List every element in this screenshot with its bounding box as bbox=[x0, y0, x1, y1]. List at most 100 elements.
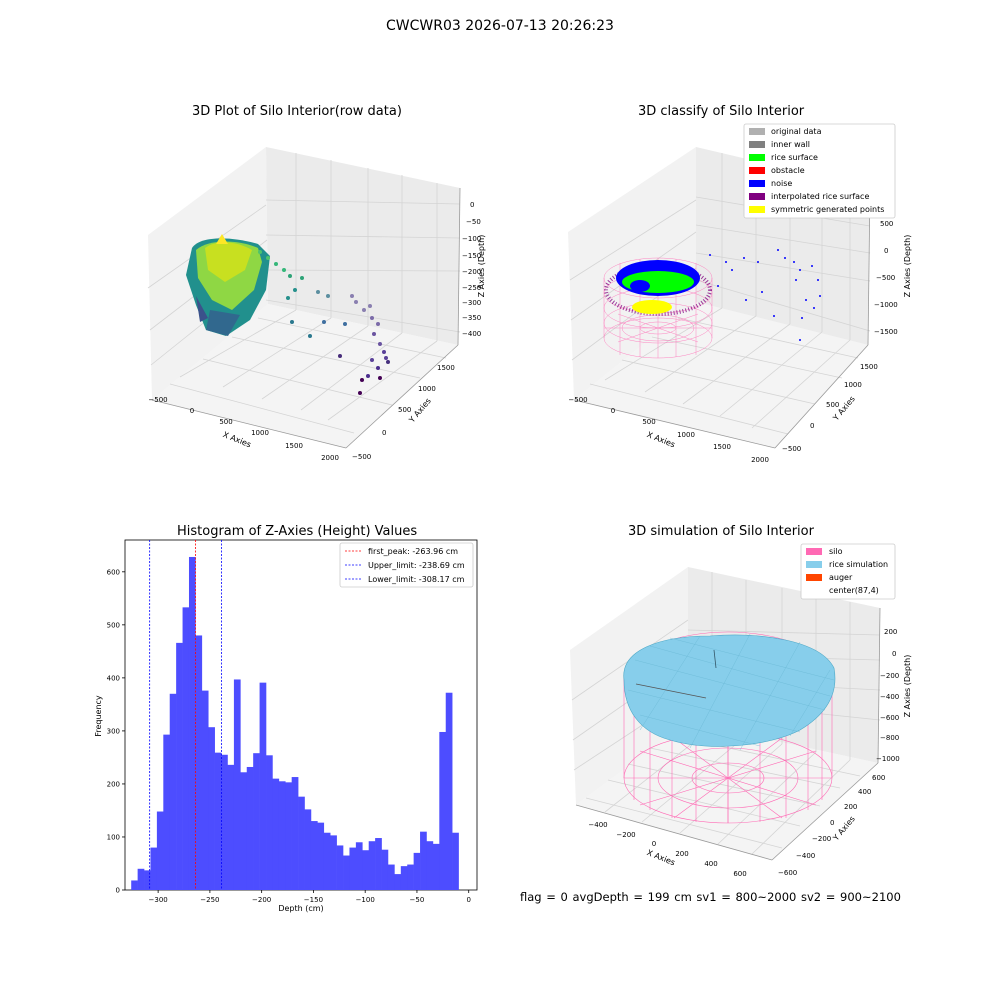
plot4-xtick: −200 bbox=[616, 831, 635, 839]
y-tick-label: 0 bbox=[116, 887, 120, 895]
plot2-zlabel: Z Axies (Depth) bbox=[903, 235, 912, 298]
plot4-xtick: 200 bbox=[675, 850, 688, 858]
plot2-xtick: 2000 bbox=[751, 456, 769, 464]
plot1-xtick: 1500 bbox=[285, 442, 303, 450]
plot2-ztick: −1000 bbox=[874, 301, 898, 309]
legend-label-inner-wall: inner wall bbox=[771, 140, 810, 149]
y-tick-label: 300 bbox=[107, 727, 120, 735]
legend-label-rice-surface: rice surface bbox=[771, 153, 818, 162]
x-tick-label: 0 bbox=[466, 896, 470, 904]
plot2-legend: original data inner wall rice surface ob… bbox=[743, 123, 896, 219]
histogram-bar bbox=[445, 692, 453, 890]
plot4-xtick: −400 bbox=[588, 821, 607, 829]
plot1-xtick: 2000 bbox=[321, 454, 339, 462]
plot1-ztick: −200 bbox=[462, 268, 481, 276]
plot4-ztick: −1000 bbox=[876, 755, 900, 763]
plot2-point-clusters bbox=[604, 260, 712, 316]
histogram-bar bbox=[253, 753, 260, 890]
legend-label-silo: silo bbox=[829, 547, 843, 556]
histogram-bar bbox=[349, 847, 357, 890]
plot4-ztick: −800 bbox=[880, 734, 899, 742]
histogram-bar bbox=[426, 841, 434, 890]
plot4-ztick: 200 bbox=[884, 628, 897, 636]
legend-swatch-inner-wall bbox=[749, 141, 765, 148]
histogram-bar bbox=[227, 764, 235, 890]
raw-data-3d-plot: −500 0 500 1000 1500 2000 −500 0 500 100… bbox=[147, 147, 486, 462]
plot2-ytick: 1000 bbox=[844, 381, 862, 389]
plot1-zlabel: Z Axies (Depth) bbox=[477, 235, 486, 298]
plot2-ztick: 500 bbox=[880, 220, 893, 228]
histogram-ylabel: Frequency bbox=[94, 695, 103, 737]
plot2-xtick: 1500 bbox=[713, 443, 731, 451]
plot1-ztick: −150 bbox=[462, 252, 481, 260]
histogram-bar bbox=[413, 852, 421, 890]
plot2-ztick: 0 bbox=[884, 247, 888, 255]
plot4-ytick: 600 bbox=[872, 774, 885, 782]
x-tick-label: −50 bbox=[410, 896, 425, 904]
plot1-xtick: −500 bbox=[148, 396, 167, 404]
histogram-bar bbox=[439, 731, 447, 890]
legend-swatch-interpolated bbox=[749, 193, 765, 200]
histogram-bar bbox=[278, 781, 286, 890]
plot4-xtick: 600 bbox=[733, 870, 746, 878]
histogram-bar bbox=[420, 831, 427, 890]
histogram-bar bbox=[214, 752, 222, 890]
plot4-ztick: −600 bbox=[880, 714, 899, 722]
histogram-bar bbox=[259, 682, 267, 890]
plot2-ztick: −1500 bbox=[874, 328, 898, 336]
legend-swatch-obstacle bbox=[749, 167, 765, 174]
plot1-ztick: −50 bbox=[466, 218, 481, 226]
histogram-bar bbox=[156, 811, 164, 890]
histogram-bar bbox=[176, 642, 183, 890]
plot1-title: 3D Plot of Silo Interior(row data) bbox=[192, 104, 402, 119]
histogram-bar bbox=[150, 847, 158, 890]
plot2-ytick: 0 bbox=[810, 422, 814, 430]
histogram-bar bbox=[452, 832, 459, 890]
x-tick-label: −300 bbox=[149, 896, 168, 904]
y-tick-label: 200 bbox=[107, 780, 120, 788]
plot4-rice-surface bbox=[623, 633, 836, 751]
histogram-title: Histogram of Z-Axies (Height) Values bbox=[177, 524, 418, 539]
legend-swatch-silo bbox=[806, 548, 822, 555]
histogram-bar bbox=[246, 766, 254, 890]
plot1-xlabel: X Axies bbox=[222, 430, 253, 449]
plot2-xtick: 1000 bbox=[677, 431, 695, 439]
legend-label-obstacle: obstacle bbox=[771, 166, 805, 175]
plot2-inner-wall-cylinder bbox=[603, 257, 713, 359]
plot1-ztick: −100 bbox=[462, 235, 481, 243]
plot4-xtick: 400 bbox=[704, 860, 717, 868]
legend-label-interpolated: interpolated rice surface bbox=[771, 192, 869, 201]
plot4-ytick: −400 bbox=[796, 852, 815, 860]
histogram-bars bbox=[131, 556, 459, 890]
plot1-ytick: 0 bbox=[382, 429, 386, 437]
legend-label-center: center(87,4) bbox=[829, 586, 879, 595]
plot2-xtick: 0 bbox=[611, 407, 615, 415]
y-tick-label: 100 bbox=[107, 833, 120, 841]
plot4-ytick: −200 bbox=[812, 835, 831, 843]
x-tick-label: −250 bbox=[200, 896, 219, 904]
plot2-title: 3D classify of Silo Interior bbox=[638, 104, 805, 119]
classify-3d-plot: −500 0 500 1000 1500 2000 −500 0 500 100… bbox=[568, 123, 912, 464]
plot4-ytick: −600 bbox=[778, 869, 797, 877]
histogram-bar bbox=[432, 843, 440, 890]
x-tick-label: −100 bbox=[356, 896, 375, 904]
histogram-bar bbox=[163, 734, 171, 890]
figure-title: CWCWR03 2026-07-13 20:26:23 bbox=[386, 18, 614, 34]
legend-swatch-rice-simulation bbox=[806, 561, 822, 568]
histogram-bar bbox=[182, 607, 190, 890]
histogram-bar bbox=[233, 679, 241, 890]
plot1-ztick: 0 bbox=[470, 201, 474, 209]
x-tick-label: −200 bbox=[252, 896, 271, 904]
legend-swatch-auger bbox=[806, 574, 822, 581]
plot4-ztick: 0 bbox=[892, 650, 896, 658]
y-tick-label: 400 bbox=[107, 674, 120, 682]
histogram-bar bbox=[394, 874, 402, 890]
plot4-zlabel: Z Axies (Depth) bbox=[903, 655, 912, 718]
plot1-xtick: 500 bbox=[219, 418, 232, 426]
histogram-bar bbox=[137, 868, 145, 890]
plot1-rice-pile bbox=[186, 234, 270, 336]
histogram-bar bbox=[208, 727, 215, 890]
simulation-3d-plot: −400 −200 0 200 400 600 −600 −400 −200 0… bbox=[570, 543, 912, 878]
y-tick-label: 600 bbox=[107, 568, 120, 576]
legend-label-rice-simulation: rice simulation bbox=[829, 560, 888, 569]
